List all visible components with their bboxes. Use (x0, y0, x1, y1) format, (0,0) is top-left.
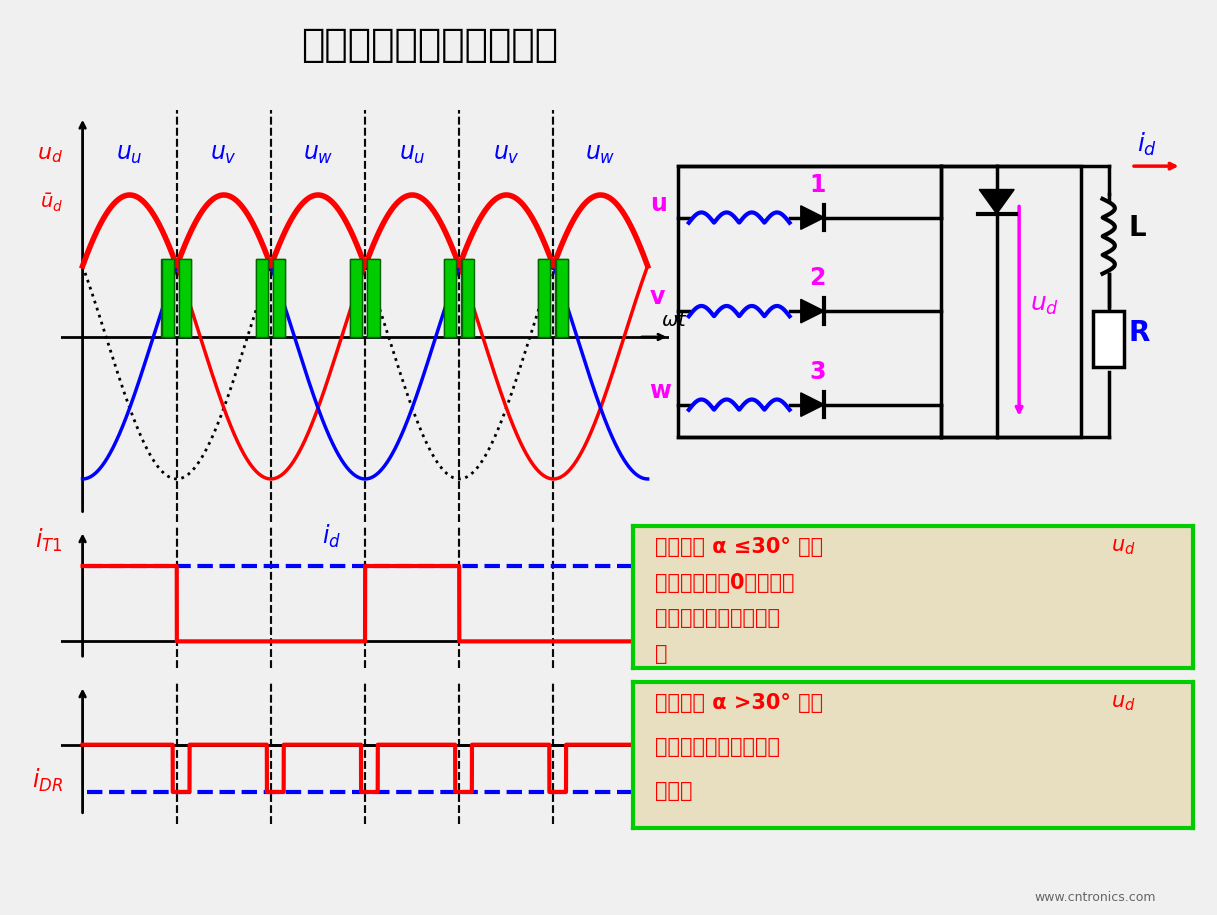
Bar (1093, 311, 1125, 367)
Text: L: L (1128, 214, 1146, 242)
Bar (179, 259, 191, 337)
Bar (556, 259, 568, 337)
Bar (179, 259, 191, 337)
Text: $i_{DR}$: $i_{DR}$ (32, 767, 63, 794)
Text: 用: 用 (655, 644, 668, 664)
Bar (555, 259, 567, 337)
Polygon shape (980, 189, 1014, 214)
Text: 电阻负载 α ≤30° 时，: 电阻负载 α ≤30° 时， (655, 537, 824, 557)
Bar (461, 259, 473, 337)
Text: $u_v$: $u_v$ (493, 142, 520, 166)
Bar (273, 259, 285, 337)
Bar (444, 259, 456, 337)
Polygon shape (801, 393, 824, 416)
Bar (538, 259, 550, 337)
Text: v: v (650, 285, 664, 309)
Text: u: u (650, 191, 667, 216)
Polygon shape (801, 206, 824, 230)
Bar (538, 259, 550, 337)
Text: $u_w$: $u_w$ (303, 142, 333, 166)
Text: 流作用: 流作用 (655, 781, 692, 802)
Text: 2: 2 (809, 266, 825, 290)
Text: 断续，续流二极管起续: 断续，续流二极管起续 (655, 737, 780, 758)
Text: 3: 3 (809, 360, 825, 384)
Text: $i_d$: $i_d$ (321, 522, 341, 550)
Text: $u_u$: $u_u$ (399, 142, 426, 166)
Bar (256, 259, 268, 337)
Text: $u_u$: $u_u$ (117, 142, 144, 166)
Text: $\omega t$: $\omega t$ (652, 619, 679, 639)
Text: $i_d$: $i_d$ (1137, 131, 1157, 158)
Bar (274, 259, 286, 337)
Polygon shape (801, 299, 824, 323)
Text: $u_d$: $u_d$ (1111, 537, 1135, 557)
Text: $\omega t$: $\omega t$ (661, 310, 688, 329)
Bar (368, 259, 380, 337)
Text: $u_d$: $u_d$ (1111, 694, 1135, 714)
Text: 1: 1 (809, 173, 825, 197)
Text: $\bar{u}_d$: $\bar{u}_d$ (40, 192, 63, 214)
Text: $u_v$: $u_v$ (211, 142, 237, 166)
Bar (349, 259, 361, 337)
Text: 电阻负载 α >30° 时，: 电阻负载 α >30° 时， (655, 694, 824, 714)
Text: 极管承受反压而不起作: 极管承受反压而不起作 (655, 608, 780, 629)
Bar (678, 167, 1081, 437)
Text: 连续且均大于0，续流二: 连续且均大于0，续流二 (655, 573, 795, 593)
Bar (256, 259, 268, 337)
Bar (444, 259, 456, 337)
Text: 电感性负载加续流二极管: 电感性负载加续流二极管 (301, 26, 559, 64)
Bar (461, 259, 473, 337)
Bar (162, 259, 174, 337)
Text: R: R (1128, 319, 1150, 348)
Bar (162, 259, 174, 337)
Text: $i_{T1}$: $i_{T1}$ (35, 527, 63, 554)
Text: $u_w$: $u_w$ (585, 142, 616, 166)
Text: $u_d$: $u_d$ (1031, 294, 1059, 318)
Text: w: w (650, 379, 672, 403)
Text: www.cntronics.com: www.cntronics.com (1034, 891, 1156, 904)
Bar (368, 259, 380, 337)
Bar (350, 259, 363, 337)
Text: $u_d$: $u_d$ (37, 145, 63, 165)
